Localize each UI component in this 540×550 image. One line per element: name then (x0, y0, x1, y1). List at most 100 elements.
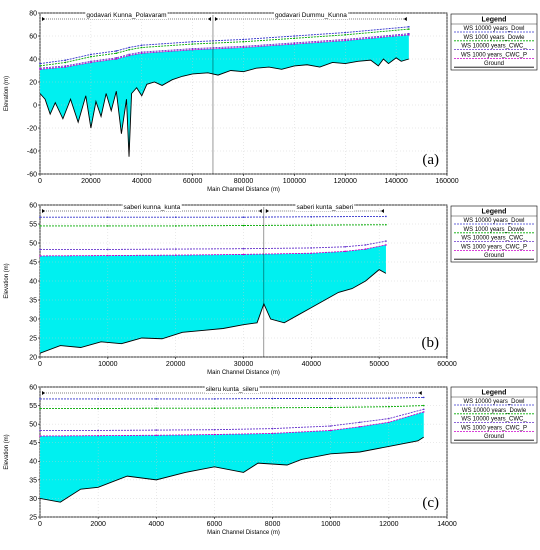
series-point (271, 432, 274, 435)
series-point (271, 397, 274, 400)
series-point (344, 250, 347, 253)
series-point (364, 244, 367, 246)
series-point (344, 38, 347, 41)
legend: Legend WS 10000 years_Dowl WS 10000 years_… (450, 386, 538, 444)
series-point (310, 247, 313, 249)
x-tick-label: 50000 (369, 361, 389, 368)
series-point (385, 240, 387, 242)
water-fill (40, 34, 409, 157)
series-point (242, 46, 245, 49)
y-tick-label: 40 (29, 278, 37, 285)
series-point (293, 43, 296, 45)
x-tick-label: 160000 (435, 178, 458, 185)
x-tick-label: 40000 (132, 178, 152, 185)
series-point (191, 47, 194, 50)
y-tick-label: 60 (29, 202, 37, 209)
water-fill (40, 411, 424, 503)
series-point (422, 411, 425, 413)
x-tick-label: 60000 (183, 178, 203, 185)
legend: Legend WS 10000 years_Dowl WS 1000 years_D… (450, 13, 538, 71)
series-point (385, 215, 387, 218)
series-point (39, 62, 41, 65)
panel-label: (b) (422, 335, 440, 351)
series-point (97, 434, 99, 437)
series-point (39, 248, 41, 251)
series-point (344, 34, 347, 36)
series-point (242, 247, 245, 250)
y-tick-label: 25 (29, 514, 37, 521)
chart-panel-3: sileru kunta_sileru 0 2000 4000 6000 8000 1000… (4, 384, 538, 536)
series-point (293, 37, 296, 40)
legend-title: Legend (482, 17, 507, 24)
reach-label: godavari Kunna_Polavaram (86, 12, 166, 19)
legend-entry: WS 10000 years_Dowl (463, 218, 524, 224)
y-tick-label: 80 (29, 10, 37, 17)
series-point (344, 31, 347, 34)
series-point (293, 35, 296, 37)
series-point (271, 427, 274, 430)
x-tick-label: 8000 (265, 521, 281, 528)
series-point (90, 53, 92, 56)
reach-label-bg (273, 12, 349, 19)
reach-arrow (380, 209, 384, 213)
reach-arrow (42, 391, 45, 395)
x-tick-label: 6000 (207, 521, 223, 528)
reach-arrow (403, 17, 407, 21)
series-point (364, 248, 367, 250)
series-point (90, 61, 92, 64)
series-point (329, 425, 332, 427)
series-point (213, 433, 216, 436)
reach-arrow (42, 17, 45, 21)
series-point (408, 28, 410, 30)
series-point (39, 398, 41, 400)
legend-entry: WS 1000 years_Dowle (463, 35, 525, 41)
y-tick-label: 50 (29, 240, 37, 247)
y-tick-label: 45 (29, 259, 37, 266)
series-point (191, 49, 194, 51)
x-axis-label: Main Channel Distance (m) (207, 530, 280, 536)
series-point (408, 34, 410, 36)
x-tick-label: 60000 (437, 361, 457, 368)
series-point (97, 398, 99, 400)
x-axis-label: Main Channel Distance (m) (207, 187, 280, 193)
series-point (97, 429, 99, 432)
legend-box (450, 386, 538, 444)
legend-entry: Ground (484, 253, 504, 259)
x-tick-label: 40000 (302, 361, 322, 368)
series-point (115, 57, 118, 59)
series-line-2 (40, 224, 386, 227)
reach-arrow (258, 209, 262, 213)
series-point (422, 396, 425, 399)
series-point (242, 38, 245, 41)
y-tick-label: 20 (29, 79, 37, 86)
series-point (174, 248, 177, 250)
x-tick-label: 4000 (148, 521, 164, 528)
series-point (310, 252, 313, 255)
series-point (344, 39, 347, 42)
chart-panel-2: saberi kunna_kunta saberi kunta_saberi 0 10… (4, 202, 538, 376)
series-point (422, 404, 425, 407)
series-point (39, 225, 41, 227)
reach-arrow (214, 17, 218, 21)
series-point (128, 53, 130, 56)
series-point (358, 421, 361, 424)
x-tick-label: 0 (38, 361, 42, 368)
series-point (107, 254, 109, 257)
series-point (107, 216, 109, 218)
series-point (174, 254, 177, 256)
series-point (140, 51, 143, 53)
y-tick-label: 55 (29, 403, 37, 410)
y-axis-label: Elevation (m) (4, 434, 10, 469)
series-point (39, 216, 41, 218)
series-point (422, 408, 425, 411)
series-point (115, 52, 118, 55)
series-point (115, 58, 118, 60)
x-tick-label: 20000 (166, 361, 186, 368)
legend-entry: WS 1000 years_CWC_P (461, 244, 527, 250)
reach-arrow (265, 209, 269, 213)
series-point (128, 49, 130, 51)
series-point (39, 68, 41, 71)
series-point (155, 398, 158, 400)
series-point (310, 215, 313, 218)
y-tick-label: 25 (29, 335, 37, 342)
